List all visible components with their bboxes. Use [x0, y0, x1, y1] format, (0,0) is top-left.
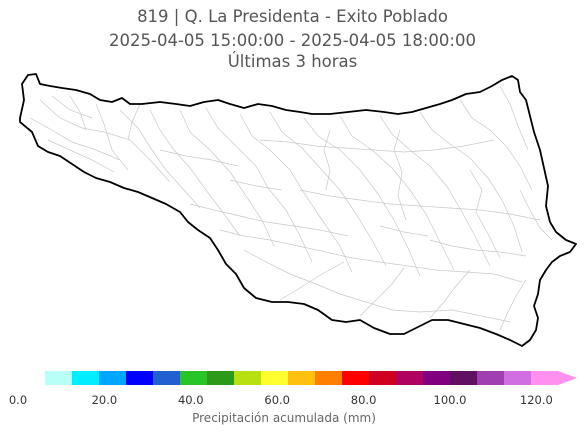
stream-line	[205, 107, 313, 263]
map-date-range: 2025-04-05 15:00:00 - 2025-04-05 18:00:0…	[109, 31, 476, 50]
map-period: Últimas 3 horas	[227, 52, 358, 71]
colorbar-segment	[261, 371, 289, 385]
stream-line	[29, 117, 121, 161]
basin-boundary	[19, 73, 577, 347]
stream-line	[359, 267, 405, 317]
stream-line	[429, 239, 527, 257]
colorbar-tick-label: 20.0	[91, 393, 118, 407]
colorbar-segment	[450, 371, 478, 385]
stream-line	[429, 269, 471, 319]
stream-line	[229, 179, 283, 191]
colorbar-segment	[45, 371, 73, 385]
stream-line	[51, 95, 93, 119]
colorbar-tick-label: 80.0	[350, 393, 377, 407]
basin-map	[19, 73, 577, 347]
colorbar-segment	[207, 371, 235, 385]
stream-line	[189, 203, 349, 237]
stream-line	[39, 99, 171, 183]
stream-line	[379, 225, 429, 237]
stream-line	[219, 229, 523, 283]
stream-line	[69, 95, 87, 131]
colorbar-segment	[18, 371, 46, 385]
colorbar-segment	[180, 371, 208, 385]
colorbar-segment	[342, 371, 370, 385]
stream-line	[119, 109, 201, 209]
stream-line	[459, 99, 533, 191]
stream-line	[499, 85, 529, 151]
stream-network	[29, 85, 553, 331]
stream-line	[299, 189, 541, 221]
map-title: 819 | Q. La Presidenta - Exito Poblado	[137, 7, 448, 26]
colorbar-tick-label: 120.0	[519, 393, 553, 407]
stream-line	[47, 139, 115, 173]
stream-line	[469, 169, 501, 259]
colorbar-segment	[126, 371, 154, 385]
colorbar-segment	[153, 371, 181, 385]
colorbar-tick-label: 0.0	[8, 393, 28, 407]
colorbar-segment	[531, 371, 559, 385]
colorbar-label: Precipitación acumulada (mm)	[192, 411, 376, 425]
stream-line	[393, 129, 407, 221]
colorbar-segment	[369, 371, 397, 385]
stream-line	[159, 149, 239, 167]
colorbar-segment	[72, 371, 100, 385]
stream-line	[239, 113, 353, 273]
stream-line	[379, 115, 491, 267]
colorbar-segment	[99, 371, 127, 385]
stream-line	[303, 117, 421, 277]
stream-line	[519, 189, 553, 241]
stream-line	[149, 109, 241, 237]
stream-line	[127, 103, 141, 141]
colorbar-tick-label: 40.0	[177, 393, 204, 407]
stream-line	[269, 111, 387, 267]
stream-line	[179, 109, 275, 247]
stream-line	[95, 103, 129, 171]
stream-line	[279, 261, 345, 301]
colorbar-segment	[234, 371, 262, 385]
colorbar-segment	[288, 371, 316, 385]
colorbar-segment	[396, 371, 424, 385]
stream-line	[259, 139, 495, 153]
colorbar-segment	[477, 371, 505, 385]
colorbar-extend-arrow	[558, 371, 577, 385]
colorbar-tick-label: 60.0	[264, 393, 290, 407]
stream-line	[499, 279, 527, 331]
colorbar-segment	[315, 371, 343, 385]
colorbar-segment	[504, 371, 532, 385]
colorbar-segment	[423, 371, 451, 385]
stream-line	[243, 249, 511, 323]
colorbar	[18, 371, 577, 385]
stream-line	[419, 111, 523, 253]
stream-line	[323, 129, 331, 191]
colorbar-tick-label: 100.0	[433, 393, 467, 407]
